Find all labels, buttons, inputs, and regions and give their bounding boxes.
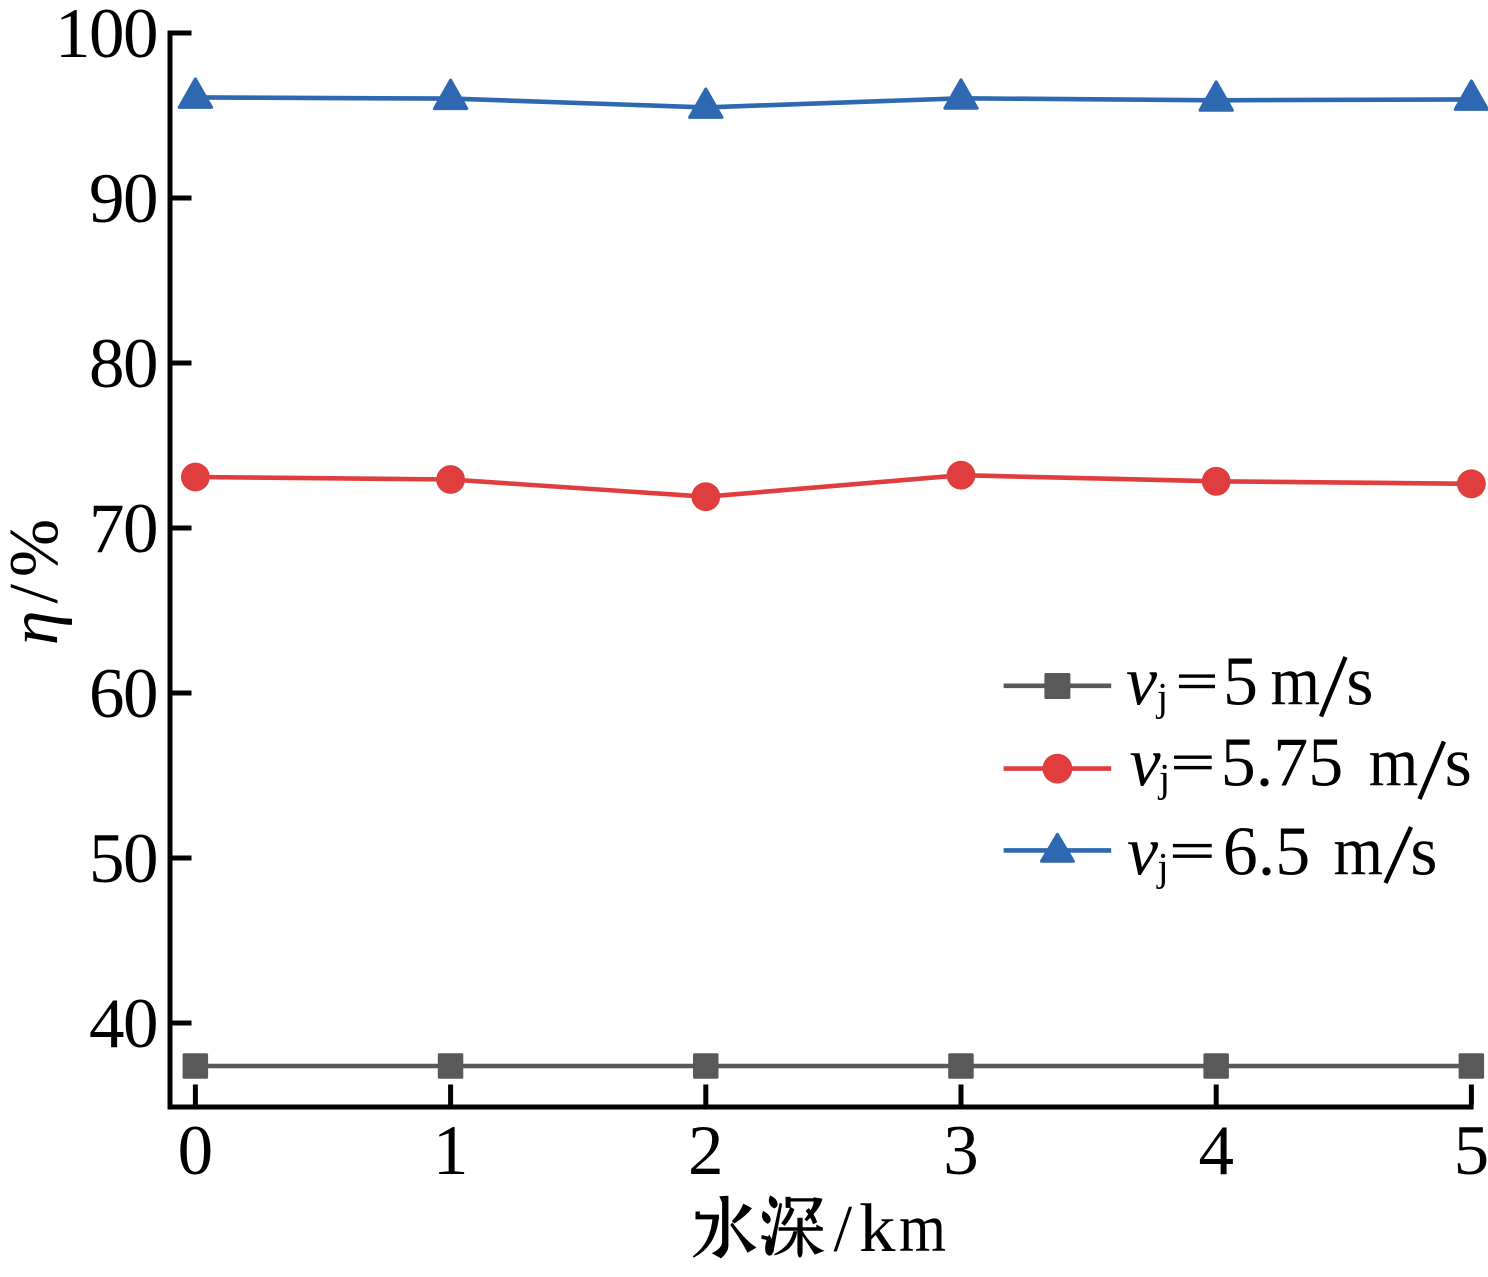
svg-text:3: 3 [943,1112,979,1190]
svg-text:50: 50 [89,820,157,898]
svg-text:80: 80 [89,325,157,403]
svg-text:60: 60 [89,655,157,733]
svg-text:v: v [1130,725,1162,802]
svg-text:η/%: η/% [0,512,73,646]
svg-text:v: v [1126,643,1158,720]
svg-text:j: j [1156,844,1169,889]
svg-text:j: j [1155,674,1168,719]
svg-text:2: 2 [688,1112,724,1190]
svg-text:s: s [1410,813,1437,890]
svg-text:40: 40 [89,985,157,1063]
svg-text:5: 5 [1454,1112,1488,1190]
svg-text:/: / [834,1192,853,1266]
svg-text:0: 0 [178,1112,214,1190]
svg-text:k: k [859,1190,896,1266]
svg-text:6.5: 6.5 [1223,813,1311,890]
svg-text:5.75: 5.75 [1221,725,1344,802]
svg-text:5: 5 [1223,643,1258,720]
svg-text:90: 90 [89,160,157,238]
svg-text:4: 4 [1198,1112,1234,1190]
svg-text:m: m [1334,813,1384,890]
svg-text:1: 1 [433,1112,469,1190]
svg-text:v: v [1127,813,1159,890]
svg-text:s: s [1445,725,1472,802]
svg-text:m: m [899,1190,946,1266]
svg-text:j: j [1157,756,1170,801]
svg-text:m: m [1271,643,1321,720]
svg-text:100: 100 [55,0,157,73]
svg-text:70: 70 [89,490,157,568]
svg-text:m: m [1369,725,1419,802]
svg-text:s: s [1346,643,1373,720]
